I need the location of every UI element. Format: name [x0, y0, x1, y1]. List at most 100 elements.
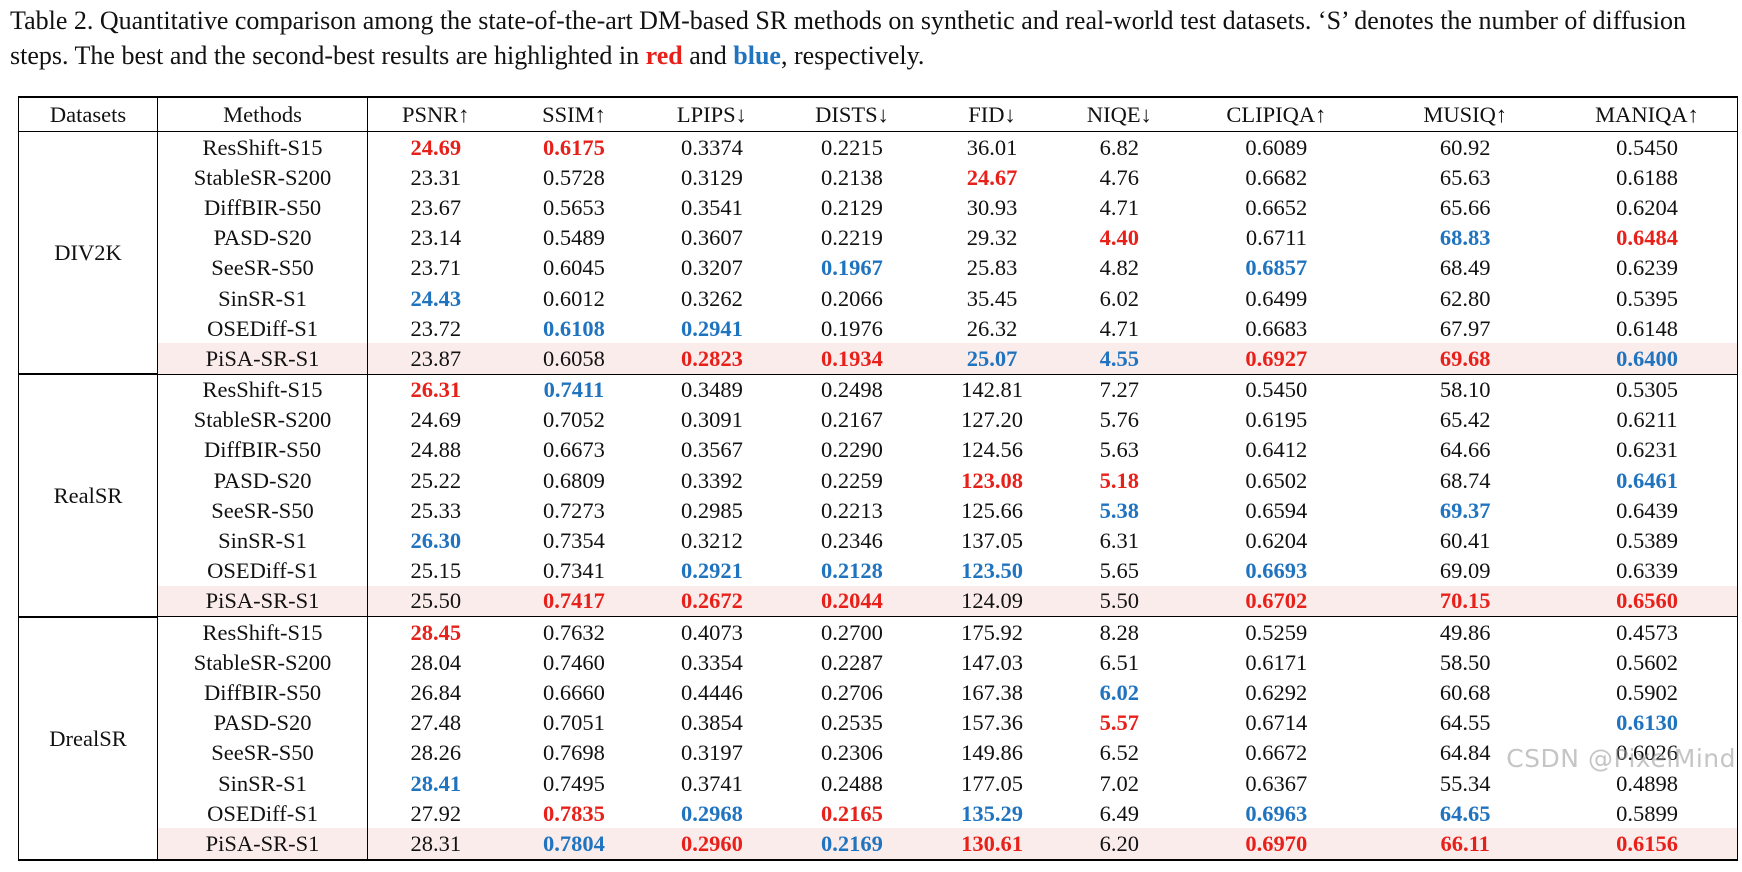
- value-cell: 28.04: [368, 647, 504, 677]
- value-cell: 5.38: [1059, 495, 1179, 525]
- metric-value: 0.5728: [543, 164, 605, 190]
- value-cell: 0.2672: [644, 585, 780, 617]
- metric-value: 0.6594: [1245, 497, 1308, 523]
- value-cell: 124.09: [924, 585, 1060, 617]
- value-cell: 0.2165: [779, 798, 924, 828]
- metric-value: 65.42: [1439, 407, 1491, 433]
- best-value: 0.7417: [543, 588, 605, 614]
- value-cell: 0.2169: [779, 828, 925, 861]
- metric-value: 0.2346: [821, 528, 883, 554]
- value-cell: 0.6673: [503, 435, 644, 465]
- metric-value: 60.68: [1439, 679, 1491, 705]
- value-cell: 0.2960: [644, 828, 780, 861]
- table-caption: Table 2. Quantitative comparison among t…: [10, 3, 1732, 73]
- table-row: OSEDiff-S1 27.92 0.7835 0.2968 0.2165 135.29 6…: [19, 798, 1739, 829]
- metric-value: 0.2215: [821, 134, 883, 160]
- value-cell: 25.22: [368, 465, 504, 495]
- value-cell: 0.2287: [779, 647, 924, 677]
- value-cell: 24.67: [925, 162, 1060, 192]
- value-cell: 0.5653: [503, 192, 644, 222]
- value-cell: 23.71: [368, 253, 504, 283]
- method-cell: SeeSR-S50: [157, 495, 369, 526]
- metric-value: 0.2138: [821, 164, 883, 190]
- metric-value: 69.09: [1439, 558, 1491, 584]
- value-cell: 5.50: [1059, 585, 1180, 617]
- metric-value: 6.51: [1099, 649, 1140, 675]
- value-cell: 0.7495: [503, 768, 644, 798]
- value-cell: 0.1967: [779, 253, 924, 283]
- value-cell: 0.3197: [645, 738, 780, 768]
- metric-value: 27.48: [410, 710, 462, 736]
- best-value: 0.6702: [1245, 588, 1308, 614]
- value-cell: 0.6130: [1557, 707, 1739, 738]
- metric-value: 55.34: [1439, 770, 1491, 796]
- metric-value: 6.82: [1099, 134, 1140, 160]
- metric-value: 0.3091: [680, 407, 743, 433]
- value-cell: 0.1934: [779, 343, 925, 374]
- value-cell: 0.2213: [779, 495, 924, 525]
- metric-value: 0.6809: [543, 467, 605, 493]
- metric-value: 6.02: [1099, 285, 1140, 311]
- metric-value: 0.3129: [680, 164, 743, 190]
- second-best-value: 0.6857: [1245, 255, 1308, 281]
- metric-value: 25.50: [410, 588, 462, 614]
- value-cell: 0.2921: [645, 556, 780, 586]
- second-best-value: 0.2169: [821, 830, 883, 856]
- value-cell: 6.49: [1059, 798, 1179, 828]
- metric-value: 125.66: [961, 497, 1023, 523]
- method-cell: OSEDiff-S1: [157, 313, 369, 344]
- metric-value: 7.02: [1099, 770, 1140, 796]
- metric-value: 0.7051: [543, 710, 605, 736]
- value-cell: 0.7698: [503, 738, 644, 768]
- table-body: DIV2K ResShift-S15 24.69 0.6175 0.3374 0.2215…: [18, 131, 1739, 861]
- value-cell: 70.15: [1373, 585, 1558, 617]
- best-value: 0.6560: [1616, 588, 1678, 614]
- second-best-value: 4.55: [1099, 345, 1140, 371]
- value-cell: 23.72: [368, 313, 504, 343]
- value-cell: 0.4073: [644, 616, 780, 648]
- value-cell: 0.7417: [503, 585, 645, 617]
- caption-blue-word: blue: [733, 41, 781, 70]
- metric-value: 64.66: [1439, 437, 1491, 463]
- dataset-cell: RealSR: [18, 373, 158, 618]
- value-cell: 65.66: [1373, 192, 1557, 222]
- table-header: Datasets Methods PSNR↑ SSIM↑ LPIPS↓ DISTS↓ FID…: [18, 96, 1739, 132]
- value-cell: 0.2535: [779, 708, 924, 738]
- value-cell: 23.14: [368, 223, 504, 253]
- value-cell: 0.6026: [1557, 737, 1739, 768]
- metric-value: 6.20: [1099, 830, 1140, 856]
- metric-value: 0.6682: [1245, 164, 1308, 190]
- value-cell: 0.2498: [779, 373, 925, 405]
- value-cell: 69.37: [1373, 495, 1557, 525]
- comparison-table: Datasets Methods PSNR↑ SSIM↑ LPIPS↓ DISTS↓ FID…: [18, 96, 1739, 861]
- second-best-value: 6.02: [1099, 679, 1140, 705]
- metric-value: 8.28: [1099, 619, 1140, 645]
- metric-value: 0.2219: [821, 225, 883, 251]
- metric-value: 0.3607: [680, 225, 743, 251]
- value-cell: 0.2941: [645, 313, 780, 343]
- value-cell: 0.6714: [1179, 708, 1373, 738]
- value-cell: 35.45: [925, 283, 1060, 313]
- value-cell: 0.3607: [645, 223, 780, 253]
- table-row: PiSA-SR-S1 23.87 0.6058 0.2823 0.1934 25.07 4.…: [19, 343, 1739, 374]
- second-best-value: 5.38: [1099, 497, 1140, 523]
- metric-value: 0.2287: [821, 649, 883, 675]
- value-cell: 0.7632: [503, 616, 645, 648]
- value-cell: 0.6970: [1179, 828, 1374, 861]
- second-best-value: 0.7411: [543, 377, 605, 403]
- metric-value: 0.5653: [543, 194, 605, 220]
- metric-value: 0.3207: [680, 255, 743, 281]
- value-cell: 125.66: [925, 495, 1060, 525]
- metric-value: 29.32: [966, 225, 1018, 251]
- second-best-value: 0.7804: [543, 830, 605, 856]
- value-cell: 0.4898: [1557, 767, 1739, 799]
- method-cell: PiSA-SR-S1: [157, 828, 369, 861]
- metric-value: 23.31: [410, 164, 462, 190]
- second-best-value: 25.07: [966, 345, 1018, 371]
- metric-value: 0.6239: [1616, 255, 1678, 281]
- method-cell: SinSR-S1: [157, 767, 369, 799]
- metric-value: 0.6499: [1245, 285, 1308, 311]
- metric-value: 0.6211: [1616, 407, 1678, 433]
- metric-value: 0.6058: [543, 345, 605, 371]
- metric-value: 4.82: [1099, 255, 1140, 281]
